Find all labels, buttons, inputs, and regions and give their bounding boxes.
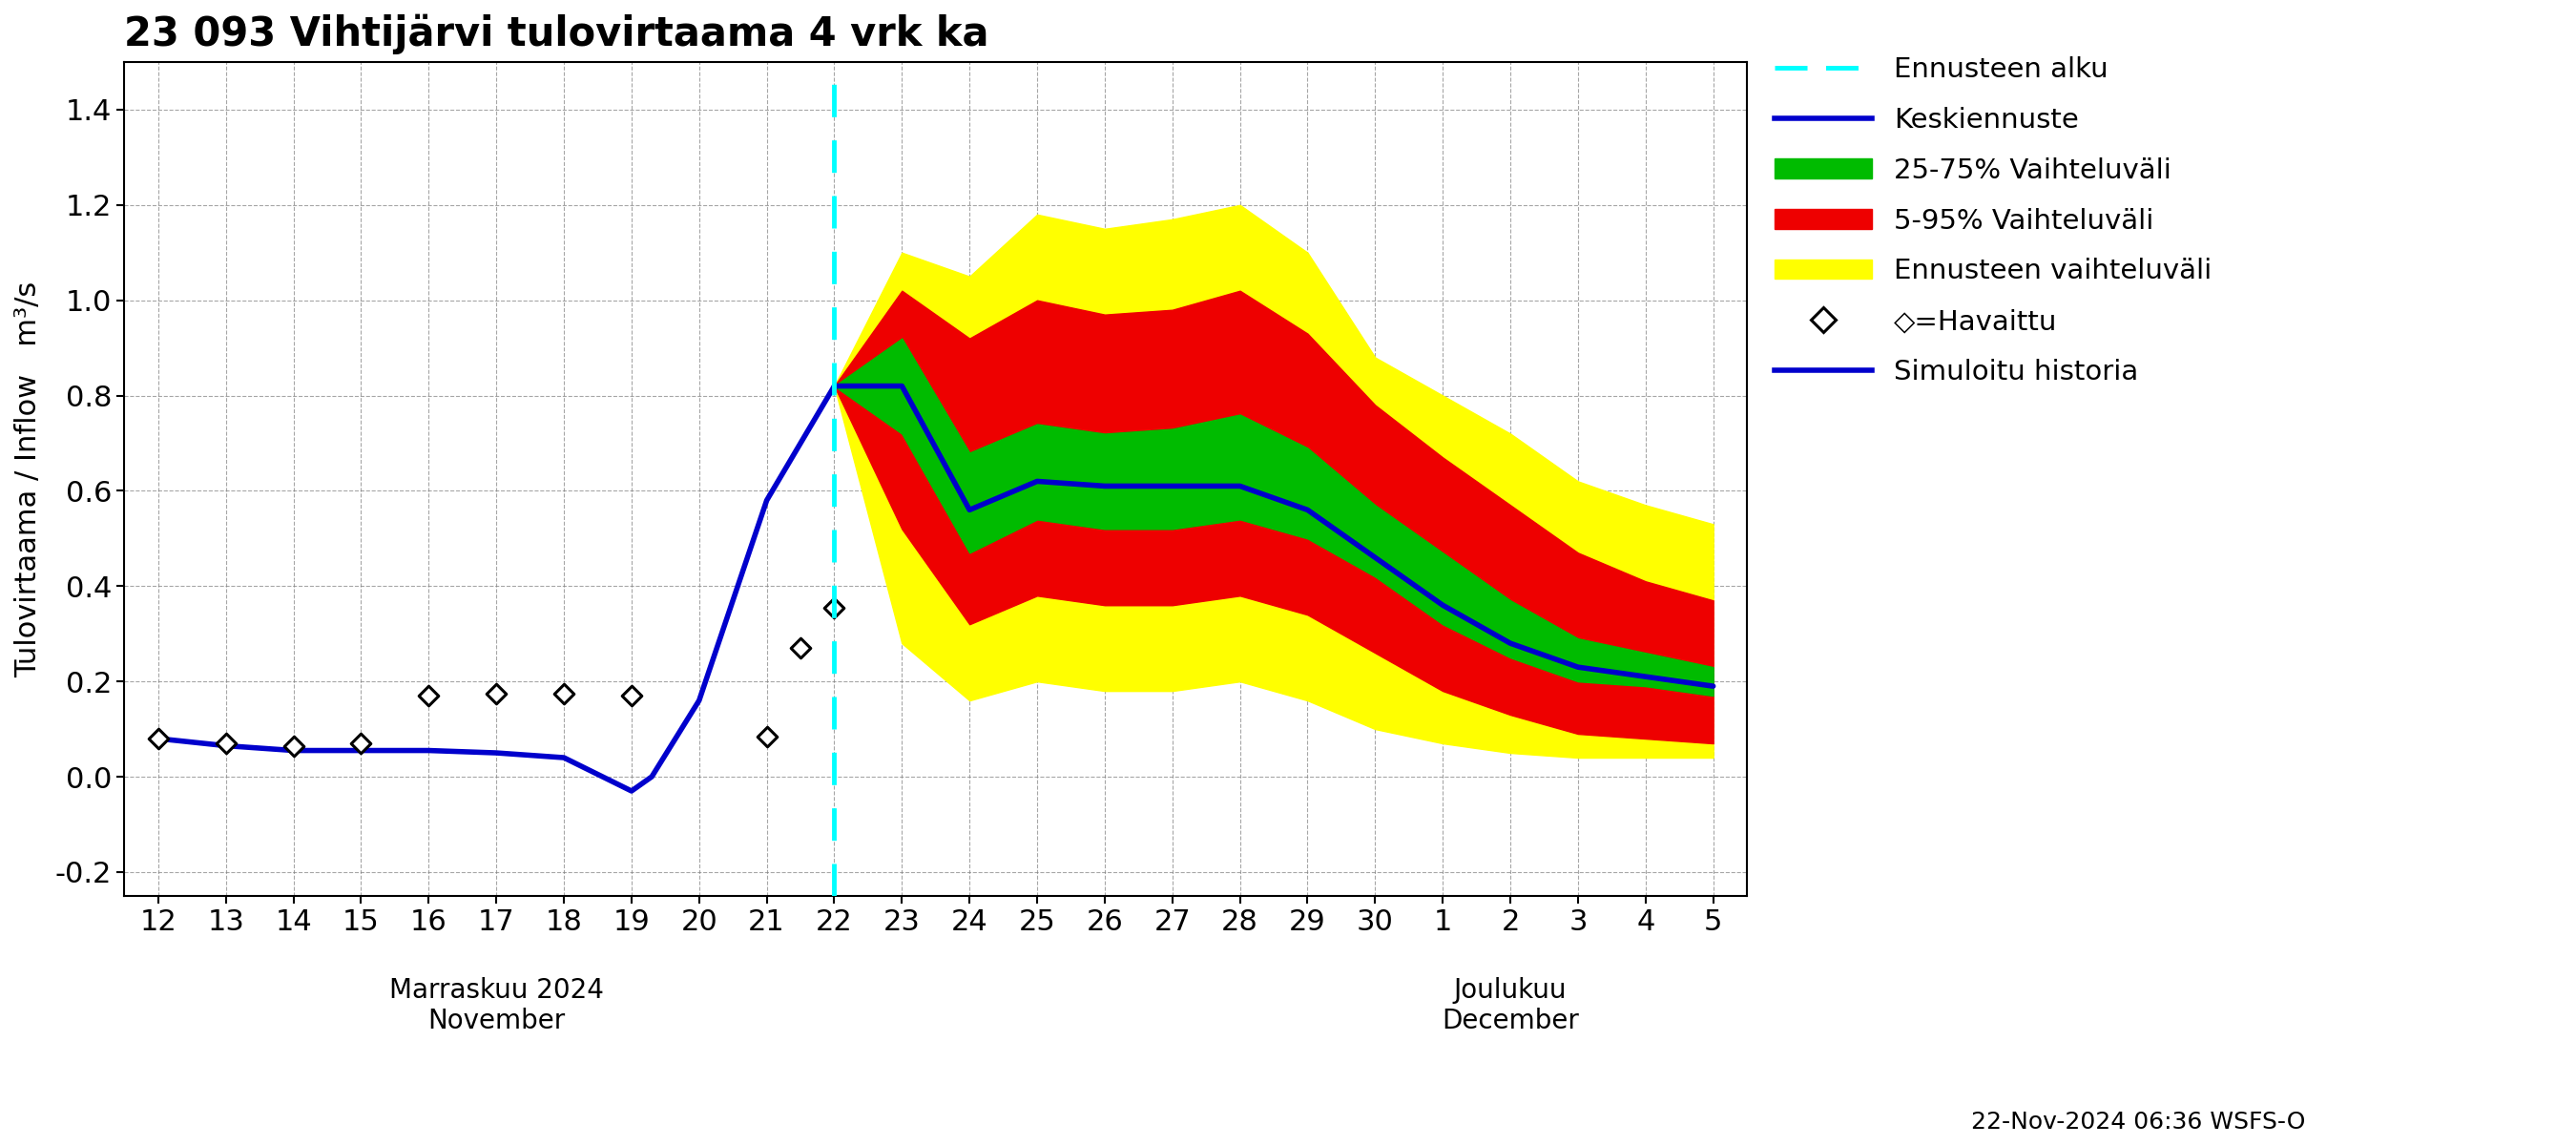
Text: 22-Nov-2024 06:36 WSFS-O: 22-Nov-2024 06:36 WSFS-O (1971, 1111, 2306, 1134)
Y-axis label: Tulovirtaama / Inflow   m³/s: Tulovirtaama / Inflow m³/s (15, 281, 41, 677)
Point (273, 736, 314, 755)
Text: 23 093 Vihtijärvi tulovirtaama 4 vrk ka: 23 093 Vihtijärvi tulovirtaama 4 vrk ka (124, 14, 989, 55)
Point (206, 734, 247, 752)
Text: Marraskuu 2024
November: Marraskuu 2024 November (389, 977, 603, 1034)
Point (747, 727, 788, 745)
Point (611, 687, 652, 705)
Point (781, 639, 822, 657)
Point (544, 685, 585, 703)
Point (814, 599, 855, 617)
Point (407, 687, 448, 705)
Text: Joulukuu
December: Joulukuu December (1443, 977, 1579, 1034)
Point (137, 729, 178, 748)
Legend: Ennusteen alku, Keskiennuste, 25-75% Vaihteluväli, 5-95% Vaihteluväli, Ennusteen: Ennusteen alku, Keskiennuste, 25-75% Vai… (1762, 46, 2223, 396)
Point (340, 734, 381, 752)
Point (477, 685, 518, 703)
